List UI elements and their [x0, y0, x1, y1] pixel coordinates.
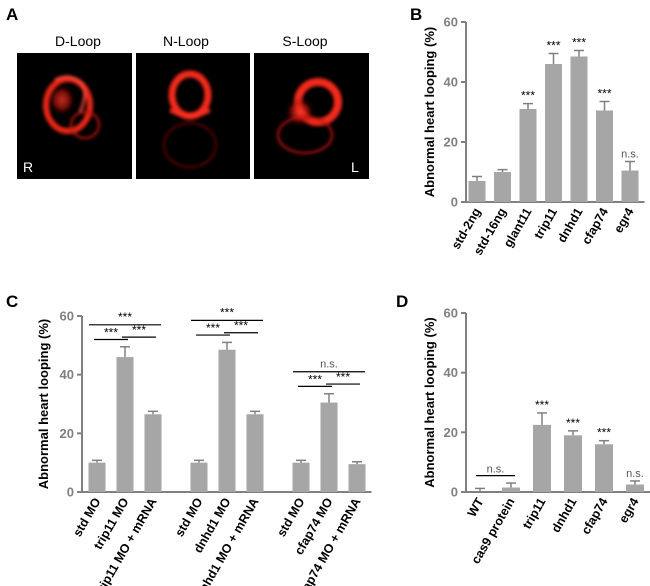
category-label: WT [465, 495, 487, 519]
significance-label: n.s. [626, 468, 644, 480]
micrograph-n-loop [136, 53, 250, 179]
y-tick-label: 60 [60, 309, 74, 324]
bar [626, 484, 644, 492]
y-tick-label: 0 [451, 485, 458, 500]
bar [190, 462, 208, 492]
y-tick-label: 20 [60, 426, 74, 441]
y-tick-label: 40 [444, 75, 458, 90]
y-tick-label: 40 [444, 365, 458, 380]
micrograph-s-loop: L [254, 53, 369, 179]
corner-label-right: R [23, 159, 33, 175]
category-label: trip11 [520, 495, 549, 531]
panel-a: A D-Loop N-Loop S-Loop R [6, 5, 369, 179]
y-tick-label: 20 [444, 425, 458, 440]
y-tick-label: 60 [444, 306, 458, 321]
y-axis-title: Abnormal heart looping (%) [36, 319, 51, 489]
bar [144, 414, 162, 492]
bar [564, 435, 582, 492]
comparison-label: *** [336, 370, 350, 384]
bar [621, 170, 639, 202]
bar [468, 181, 486, 202]
y-axis-title: Abnormal heart looping (%) [422, 27, 437, 197]
comparison-label: *** [104, 325, 118, 339]
y-tick-label: 0 [451, 195, 458, 210]
bar [545, 64, 562, 202]
y-tick-label: 40 [60, 367, 74, 382]
comparison-label: n.s. [487, 464, 505, 476]
bar [502, 487, 520, 492]
bar [116, 357, 134, 492]
y-tick-label: 60 [444, 15, 458, 30]
significance-label: *** [572, 36, 586, 50]
significance-label: *** [535, 398, 549, 412]
panel-c-label: C [6, 292, 18, 311]
bar [320, 402, 338, 492]
bar [519, 109, 537, 202]
significance-label: *** [546, 39, 560, 53]
bar [596, 110, 613, 202]
bar [88, 462, 106, 492]
micrograph-d-loop: R [17, 53, 132, 179]
comparison-label: *** [234, 319, 248, 333]
significance-label: n.s. [621, 149, 639, 161]
comparison-label: *** [118, 310, 132, 324]
panel-b-label: B [410, 5, 422, 24]
corner-label-left: L [351, 159, 359, 175]
bar [292, 462, 310, 492]
significance-label: *** [521, 89, 535, 103]
image-title-n-loop: N-Loop [163, 33, 209, 49]
bar [533, 424, 551, 492]
comparison-label: *** [220, 305, 234, 319]
bar [494, 172, 511, 202]
significance-label: *** [597, 426, 611, 440]
image-title-s-loop: S-Loop [282, 33, 327, 49]
y-tick-label: 20 [444, 135, 458, 150]
bar [570, 56, 588, 202]
category-label: dnhd1 [549, 495, 580, 535]
panel-d-label: D [396, 292, 408, 311]
bar [348, 464, 366, 492]
comparison-label: n.s. [320, 359, 338, 371]
category-label: cfap74 [579, 495, 611, 536]
image-title-d-loop: D-Loop [55, 33, 101, 49]
category-label: egr4 [611, 205, 636, 235]
y-axis-title: Abnormal heart looping (%) [422, 317, 437, 487]
comparison-label: *** [206, 321, 220, 335]
bar [218, 349, 236, 492]
comparison-label: *** [132, 323, 146, 337]
significance-label: *** [597, 87, 611, 101]
significance-label: *** [566, 416, 580, 430]
bar [595, 444, 613, 492]
y-tick-label: 0 [67, 485, 74, 500]
panel-a-label: A [6, 5, 18, 24]
category-label: egr4 [616, 495, 641, 525]
bar [246, 414, 264, 492]
comparison-label: *** [308, 372, 322, 386]
